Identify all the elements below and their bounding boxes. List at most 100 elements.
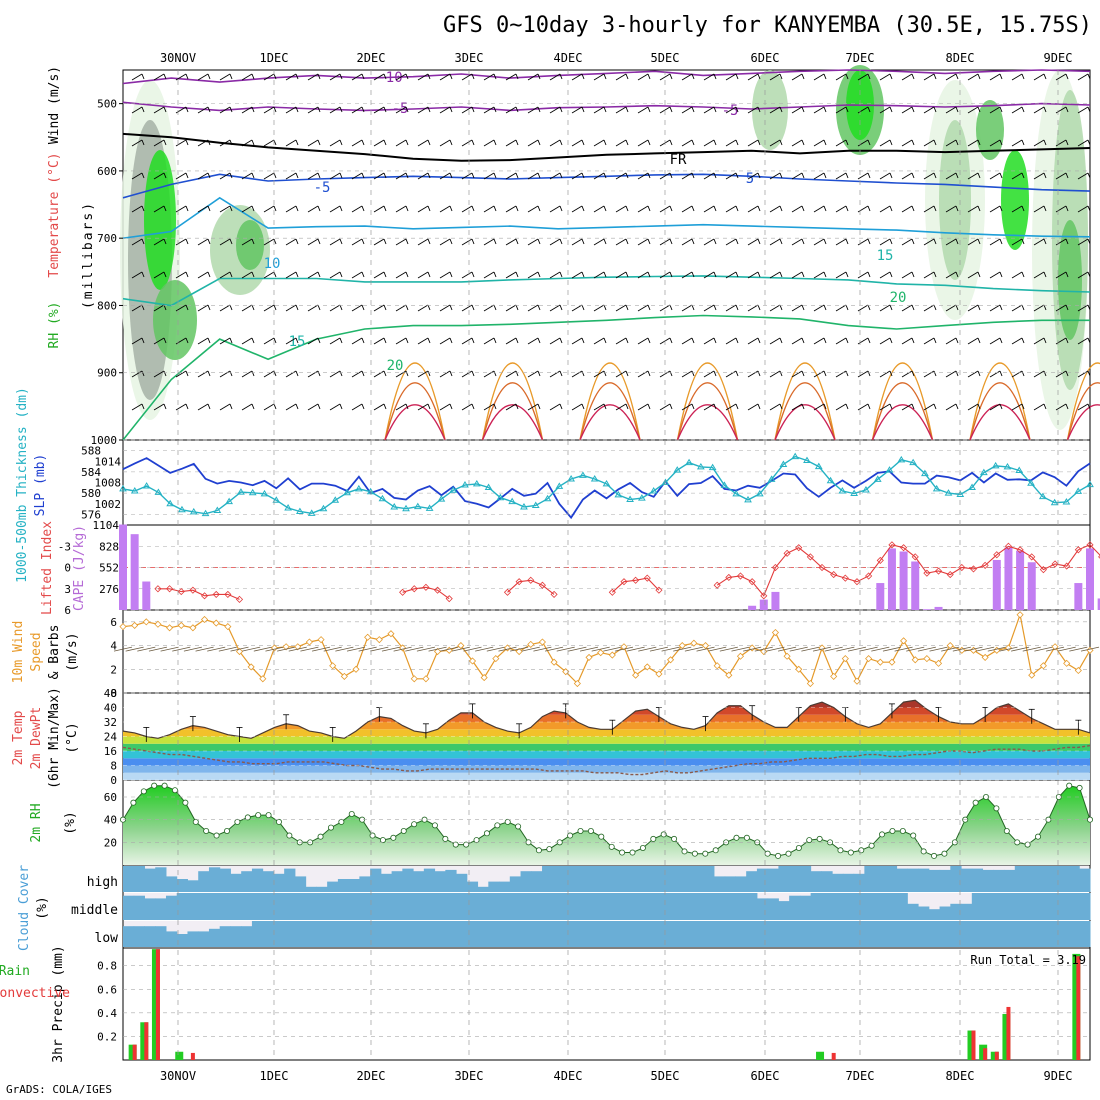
cloud-cell [853,921,865,947]
slp-point [461,481,469,488]
wind-barb [779,238,783,245]
wind-barb [945,403,957,411]
wind-barb [857,403,869,411]
wind-barb [483,238,495,246]
wind-barb [493,271,497,278]
wind-barb [131,73,143,81]
wind-tick-label: 0 [110,687,117,700]
chart-title: GFS 0~10day 3-hourly for KANYEMBA (30.5E… [443,13,1092,38]
cloud-cell [413,871,425,892]
cloud-cell [810,893,822,920]
cloud-cell [746,921,758,947]
cloud-cell [670,921,683,947]
wind-barb [307,370,319,378]
rh-point [130,799,137,806]
wind-barb [625,139,629,146]
rh-point [816,835,823,842]
cloud-cell [1047,893,1059,920]
cloud-cell [832,893,844,920]
wind-barb [383,139,387,146]
wind-speed-point [340,672,348,680]
cloud-cell [735,876,747,892]
lifted-index-point [748,578,756,586]
wind-barb [323,646,342,652]
wind-barb [1033,238,1045,246]
wind-barb [549,238,561,246]
wind-barb [339,304,343,311]
wind-barb [295,238,299,245]
wind-barb [317,370,321,377]
wind-barb [405,304,409,311]
wind-speed-point [166,624,174,632]
cloud-cell [391,921,403,947]
wind-barb [637,238,649,246]
wind-barb [1011,271,1023,279]
rh-point [1003,828,1010,835]
wind-barb [989,172,1001,180]
wind-barb [263,172,275,180]
wind-barb [813,139,825,147]
wind-barb [813,337,825,345]
wind-barb [383,271,387,278]
wind-barb [777,646,797,652]
wind-barb [263,73,275,81]
wind-barb [1033,403,1045,411]
slp-point [1003,462,1012,470]
wind-barb [647,271,651,278]
wind-barb [549,139,561,147]
wind-barb [637,304,649,312]
wind-barb [867,205,871,212]
cape-bar [992,559,1001,610]
wind-barb [1022,646,1041,652]
wind-barb [769,337,781,345]
rh-point [639,845,646,852]
wind-barb [329,139,341,147]
wind-barb [251,337,255,344]
wind-barb [757,73,761,80]
wind-barb [471,238,475,245]
rh-point [390,834,397,841]
wind-barb [463,646,482,652]
wind-barb [277,646,296,652]
cloud-cell [885,893,898,920]
cloud-cell [241,871,253,892]
wind-barb [417,106,429,114]
warm-isotherm [384,362,446,441]
cloud-cell [842,873,855,892]
cloud-cell [176,879,188,892]
slp-point [142,482,151,489]
wind-barb [933,403,937,410]
isotherm-line [122,101,1091,112]
wind-barb [945,73,957,81]
wind-barb [493,73,497,80]
cloud-cell [982,921,994,947]
wind-barb [559,139,563,146]
warm-isotherm [871,382,934,441]
wind-barb [197,271,209,279]
cloud-cell [552,893,565,920]
wind-barb [185,73,189,80]
wind-barb [351,205,363,213]
wind-barb [207,646,226,652]
wind-barb [691,370,695,377]
wind-barb [779,172,783,179]
rh-point [265,812,272,819]
wind-barb [757,337,761,344]
rh-label: RH (%) [47,302,62,349]
wind-barb [691,403,695,410]
rh-point [327,824,334,831]
wind-barb [263,205,275,213]
wind-barb [471,304,475,311]
cloud-cell [703,893,715,920]
wind-barb [549,106,561,114]
wind-barb [999,106,1003,113]
wind-barb [183,646,202,652]
wind-barb [1033,139,1045,147]
wind-barb [823,403,827,410]
lifted-index-point [550,590,558,598]
rh-point [161,782,168,789]
wind-barb [515,205,519,212]
cloud-cell [327,893,339,920]
warm-isotherm [774,404,836,441]
wind-barb [510,646,529,652]
